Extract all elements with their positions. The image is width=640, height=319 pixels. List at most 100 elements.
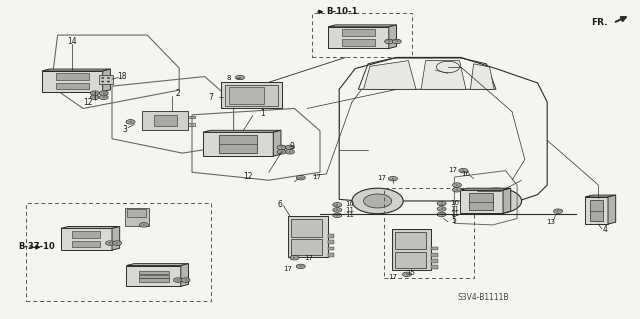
Circle shape (181, 278, 190, 282)
Bar (188, 115, 195, 118)
Text: 9: 9 (289, 142, 294, 151)
Circle shape (392, 39, 401, 44)
Circle shape (296, 175, 305, 180)
Bar (203, 132, 273, 156)
Bar (125, 208, 149, 226)
Bar (291, 219, 322, 237)
Bar (26, 203, 211, 301)
Circle shape (554, 209, 563, 213)
Polygon shape (364, 61, 416, 89)
Bar (469, 193, 493, 210)
Bar (127, 209, 146, 217)
Polygon shape (61, 226, 120, 228)
Text: 17: 17 (377, 175, 386, 181)
Bar (56, 83, 89, 89)
Bar (139, 271, 168, 274)
Circle shape (126, 120, 135, 124)
Text: 17: 17 (449, 167, 458, 173)
Text: 16: 16 (461, 171, 470, 177)
Polygon shape (203, 130, 281, 132)
Circle shape (90, 95, 99, 100)
Bar (328, 27, 389, 48)
Polygon shape (42, 69, 111, 71)
Text: 3: 3 (122, 125, 127, 134)
Text: 10: 10 (450, 200, 459, 206)
Bar (61, 228, 112, 250)
Bar (154, 115, 177, 126)
Circle shape (236, 75, 244, 80)
Circle shape (459, 168, 468, 173)
Bar (395, 232, 426, 249)
Polygon shape (470, 64, 494, 89)
Polygon shape (421, 61, 466, 89)
Bar (229, 87, 264, 104)
Circle shape (452, 183, 461, 187)
Circle shape (437, 201, 446, 206)
Polygon shape (608, 195, 616, 224)
Polygon shape (102, 69, 111, 92)
Polygon shape (112, 226, 120, 250)
Circle shape (290, 256, 299, 260)
Bar (392, 229, 431, 270)
Bar (384, 188, 474, 278)
Bar (56, 73, 89, 80)
Bar (328, 247, 334, 250)
Circle shape (99, 91, 108, 95)
Bar (312, 13, 412, 57)
Text: 1: 1 (260, 109, 265, 118)
Circle shape (102, 81, 104, 82)
Text: 14: 14 (67, 37, 77, 46)
Bar (431, 247, 438, 250)
Circle shape (364, 194, 392, 208)
Text: 17: 17 (388, 274, 397, 279)
Bar (225, 85, 278, 106)
Bar (342, 29, 375, 36)
Text: 12: 12 (244, 172, 253, 181)
Text: 11: 11 (346, 212, 355, 218)
Polygon shape (127, 263, 188, 265)
Bar (72, 231, 100, 238)
Text: 12: 12 (84, 98, 93, 107)
Text: 6: 6 (278, 200, 283, 209)
Circle shape (385, 39, 394, 44)
Bar (42, 71, 102, 92)
Circle shape (285, 145, 294, 150)
Bar (139, 278, 168, 282)
Circle shape (333, 208, 342, 212)
Bar (431, 265, 438, 269)
Circle shape (140, 223, 148, 227)
Circle shape (296, 264, 305, 269)
Bar (188, 123, 195, 126)
Text: 11: 11 (450, 206, 459, 211)
Circle shape (277, 145, 286, 150)
Polygon shape (585, 195, 616, 197)
Text: FR.: FR. (591, 18, 608, 27)
Bar (431, 253, 438, 257)
Bar (460, 190, 503, 213)
Text: 4: 4 (603, 225, 608, 234)
Bar (221, 82, 282, 108)
Circle shape (113, 241, 122, 245)
Bar (585, 197, 608, 224)
Circle shape (437, 212, 446, 217)
Text: 15: 15 (406, 270, 415, 276)
Bar (395, 252, 426, 268)
Circle shape (99, 95, 108, 100)
Circle shape (285, 150, 294, 154)
Polygon shape (328, 25, 397, 27)
Bar (590, 200, 603, 221)
Bar (142, 111, 188, 130)
Text: 17: 17 (305, 255, 314, 261)
Text: B-10-1: B-10-1 (326, 7, 358, 16)
Circle shape (333, 213, 342, 218)
Circle shape (108, 81, 109, 82)
Bar (342, 39, 375, 46)
Bar (328, 234, 334, 238)
Bar (291, 239, 322, 255)
Text: B-37-10: B-37-10 (18, 242, 54, 251)
Bar (127, 265, 180, 286)
Polygon shape (460, 188, 511, 190)
Text: 11: 11 (346, 207, 355, 212)
Circle shape (388, 176, 397, 181)
Text: 17: 17 (312, 174, 321, 180)
